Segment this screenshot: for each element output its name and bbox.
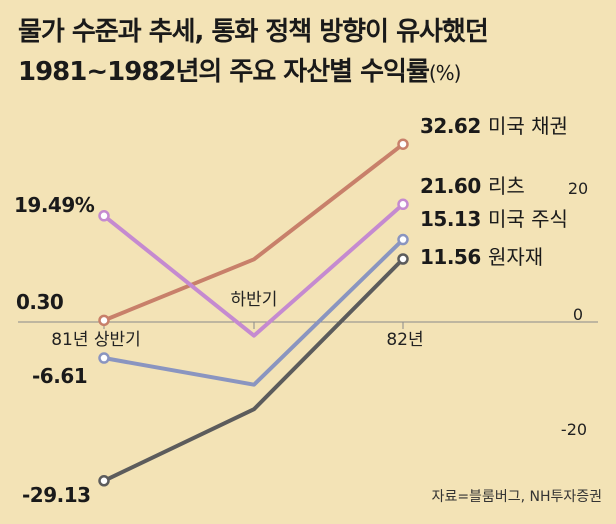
series-0-point-0 (98, 314, 110, 327)
series-3-end-label: 11.56 (420, 245, 481, 269)
series-2-point-0 (98, 352, 110, 364)
series-2-start-label: -6.61 (32, 364, 87, 388)
series-2-point-2 (397, 233, 409, 246)
title-line-2-text: 1981~1982년의 주요 자산별 수익률 (18, 57, 430, 87)
series-1-start-label: 19.49% (14, 193, 95, 217)
y-tick-label-0: 20 (568, 179, 588, 198)
series-0-end-label: 32.62 (420, 114, 481, 138)
x-tick-label-2: 82년 (386, 330, 423, 350)
series-3-start-label: -29.13 (22, 483, 91, 507)
series-2-name-label: 미국 주식 (488, 207, 568, 231)
series-0-start-label: 0.30 (16, 290, 63, 314)
title-line-2: 1981~1982년의 주요 자산별 수익률(%) (18, 52, 488, 93)
series-3-point-0 (98, 475, 110, 487)
series-3-point-2 (397, 253, 409, 265)
series-0-point-2 (397, 138, 409, 150)
chart-title: 물가 수준과 추세, 통화 정책 방향이 유사했던 1981~1982년의 주요… (18, 12, 489, 93)
series-line-3 (102, 256, 405, 483)
series-1-point-0 (98, 210, 110, 222)
series-1-end-label: 21.60 (420, 174, 481, 198)
series-1-point-2 (397, 198, 409, 211)
series-line-0 (102, 142, 405, 323)
x-tick-label-0: 81년 상반기 (51, 330, 141, 350)
series-2-end-label: 15.13 (420, 207, 481, 231)
series-1-name-label: 리츠 (488, 174, 525, 198)
y-tick-label-2: -20 (561, 420, 587, 439)
source-note: 자료=블룸버그, NH투자증권 (431, 489, 602, 505)
series-0-name-label: 미국 채권 (488, 114, 568, 138)
x-tick-label-1: 하반기 (231, 290, 278, 310)
series-3-name-label: 원자재 (488, 245, 543, 269)
title-unit: (%) (428, 61, 462, 85)
title-line-1: 물가 수준과 추세, 통화 정책 방향이 유사했던 (18, 17, 489, 47)
series-line-2 (102, 237, 405, 387)
y-tick-label-1: 0 (573, 305, 583, 324)
series-line-1 (102, 202, 405, 338)
